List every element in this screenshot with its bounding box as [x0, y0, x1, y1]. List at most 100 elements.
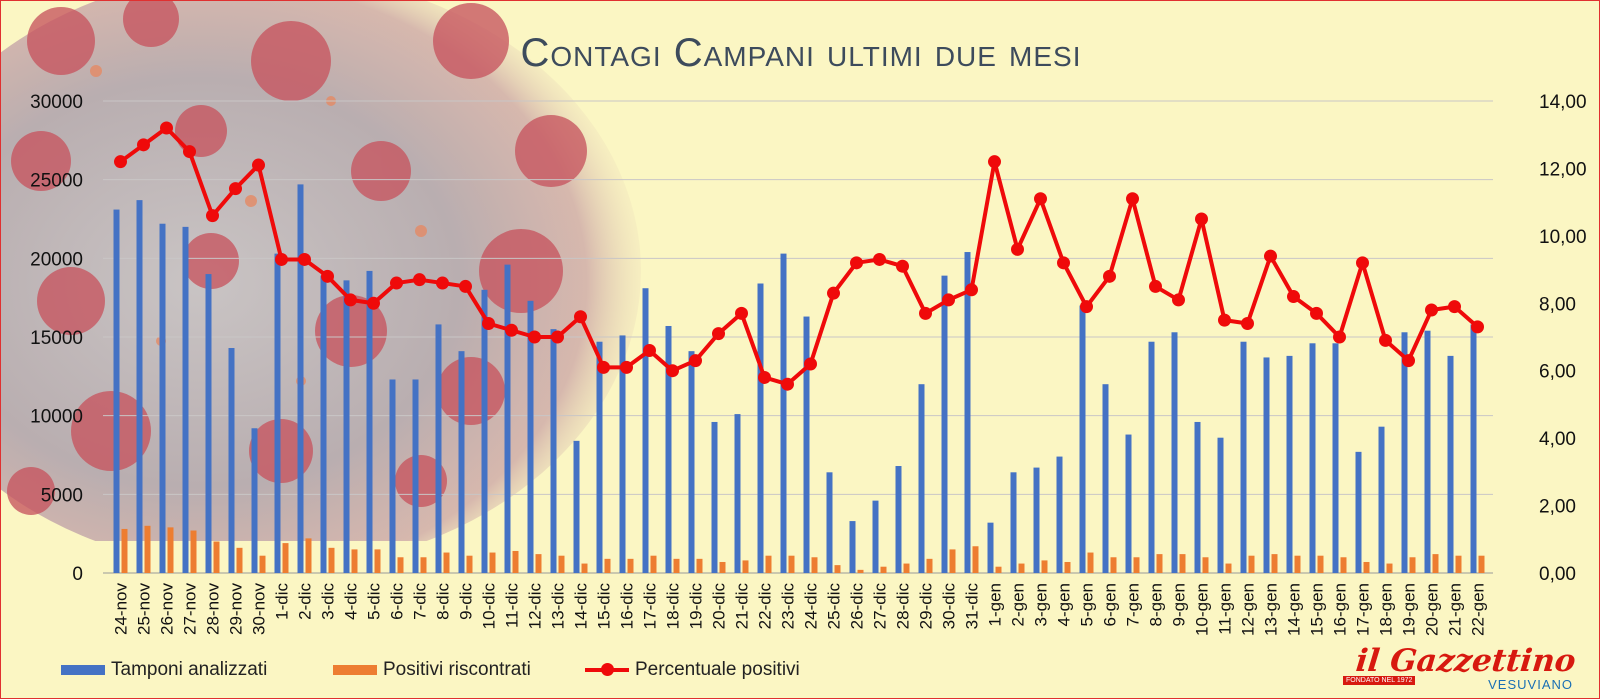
- x-tick-label: 28-dic: [894, 583, 913, 630]
- x-tick-label: 9-gen: [1170, 583, 1189, 626]
- point-percentuale-6-dic: [390, 276, 403, 290]
- bar-positivi-8-gen: [1156, 554, 1163, 573]
- bar-positivi-12-dic: [535, 554, 542, 573]
- bar-positivi-5-dic: [374, 549, 381, 573]
- point-percentuale-17-dic: [643, 343, 656, 357]
- bar-tamponi-3-dic: [320, 275, 327, 573]
- point-percentuale-31-dic: [965, 283, 978, 297]
- bar-positivi-6-gen: [1110, 557, 1117, 573]
- bar-positivi-27-dic: [880, 566, 887, 573]
- x-tick-label: 22-gen: [1469, 583, 1488, 636]
- point-percentuale-12-dic: [528, 330, 541, 344]
- right-axis-tick-label: 0,00: [1539, 564, 1576, 585]
- legend-swatch-percentuale: [585, 663, 629, 676]
- bar-tamponi-4-gen: [1056, 456, 1063, 573]
- bar-tamponi-10-gen: [1194, 421, 1201, 573]
- legend-label-percentuale: Percentuale positivi: [635, 659, 800, 680]
- legend-item-tamponi: Tamponi analizzati: [61, 657, 267, 683]
- point-percentuale-10-gen: [1195, 212, 1208, 226]
- bar-tamponi-14-dic: [573, 440, 580, 573]
- bar-positivi-27-nov: [190, 530, 197, 573]
- point-percentuale-15-dic: [597, 360, 610, 374]
- bar-tamponi-4-dic: [343, 280, 350, 573]
- bar-positivi-23-dic: [788, 555, 795, 573]
- x-tick-label: 25-dic: [825, 583, 844, 630]
- x-tick-label: 6-gen: [1101, 583, 1120, 626]
- bar-positivi-18-gen: [1386, 563, 1393, 573]
- x-tick-label: 27-nov: [181, 583, 200, 635]
- bar-positivi-15-gen: [1317, 555, 1324, 573]
- bar-positivi-11-gen: [1225, 563, 1232, 573]
- left-axis-tick-label: 25000: [30, 171, 83, 192]
- bar-tamponi-2-gen: [1010, 472, 1017, 573]
- gazzettino-logo: il Gazzettino FONDATO NEL 1972 VESUVIANO: [1339, 643, 1577, 693]
- x-tick-label: 14-dic: [572, 583, 591, 630]
- point-percentuale-26-nov: [160, 121, 173, 135]
- x-tick-label: 31-dic: [963, 583, 982, 630]
- point-percentuale-8-dic: [436, 276, 449, 290]
- bar-tamponi-7-gen: [1125, 434, 1132, 573]
- right-axis-tick-label: 14,00: [1539, 92, 1587, 113]
- bar-positivi-13-gen: [1271, 554, 1278, 573]
- bar-positivi-19-dic: [696, 558, 703, 573]
- legend-item-percentuale: Percentuale positivi: [585, 657, 800, 683]
- bar-positivi-8-dic: [443, 552, 450, 573]
- line-layer: [114, 121, 1484, 391]
- bar-positivi-7-dic: [420, 557, 427, 573]
- x-tick-label: 30-nov: [250, 583, 269, 635]
- x-tick-label: 5-gen: [1078, 583, 1097, 626]
- point-percentuale-6-gen: [1103, 269, 1116, 283]
- x-tick-label: 7-gen: [1124, 583, 1143, 626]
- point-percentuale-1-dic: [275, 252, 288, 266]
- bar-positivi-19-gen: [1409, 557, 1416, 573]
- bar-positivi-29-nov: [236, 547, 243, 573]
- point-percentuale-22-gen: [1471, 320, 1484, 334]
- point-percentuale-7-dic: [413, 273, 426, 287]
- right-axis-tick-label: 4,00: [1539, 429, 1576, 450]
- x-tick-label: 12-dic: [526, 583, 545, 630]
- point-percentuale-7-gen: [1126, 192, 1139, 206]
- bar-positivi-17-gen: [1363, 561, 1370, 573]
- point-percentuale-18-gen: [1379, 333, 1392, 347]
- bar-tamponi-22-dic: [757, 283, 764, 573]
- bar-tamponi-28-dic: [895, 466, 902, 573]
- bar-tamponi-15-gen: [1309, 343, 1316, 573]
- bar-positivi-4-dic: [351, 549, 358, 573]
- x-tick-label: 26-dic: [848, 583, 867, 630]
- x-tick-label: 2-gen: [1009, 583, 1028, 626]
- bar-positivi-5-gen: [1087, 552, 1094, 573]
- legend-swatch-tamponi: [61, 665, 105, 675]
- x-tick-label: 4-dic: [342, 583, 361, 620]
- bar-tamponi-8-dic: [435, 324, 442, 573]
- bar-positivi-16-dic: [627, 558, 634, 573]
- bar-tamponi-8-gen: [1148, 341, 1155, 573]
- point-percentuale-9-dic: [459, 279, 472, 293]
- left-axis-tick-label: 15000: [30, 328, 83, 349]
- bar-tamponi-30-dic: [941, 275, 948, 573]
- bar-tamponi-29-nov: [228, 348, 235, 573]
- bar-tamponi-9-dic: [458, 351, 465, 573]
- bar-positivi-16-gen: [1340, 557, 1347, 573]
- x-tick-label: 11-gen: [1216, 583, 1235, 635]
- bar-tamponi-24-nov: [113, 209, 120, 573]
- x-tick-label: 4-gen: [1055, 583, 1074, 626]
- bar-positivi-17-dic: [650, 555, 657, 573]
- bar-positivi-26-dic: [857, 569, 864, 573]
- x-tick-label: 12-gen: [1239, 583, 1258, 636]
- bar-positivi-25-dic: [834, 565, 841, 573]
- point-percentuale-5-gen: [1080, 300, 1093, 314]
- bar-tamponi-2-dic: [297, 184, 304, 574]
- bar-tamponi-11-gen: [1217, 437, 1224, 573]
- bar-tamponi-6-dic: [389, 379, 396, 573]
- point-percentuale-10-dic: [482, 317, 495, 331]
- bar-positivi-20-dic: [719, 561, 726, 573]
- x-tick-label: 20-dic: [710, 583, 729, 630]
- left-axis-tick-label: 30000: [30, 92, 83, 113]
- bar-positivi-3-dic: [328, 547, 335, 573]
- bar-tamponi-26-dic: [849, 521, 856, 573]
- x-tick-label: 1-gen: [986, 583, 1005, 626]
- x-tick-label: 24-dic: [802, 583, 821, 630]
- point-percentuale-13-dic: [551, 330, 564, 344]
- point-percentuale-15-gen: [1310, 306, 1323, 320]
- bar-tamponi-26-nov: [159, 223, 166, 573]
